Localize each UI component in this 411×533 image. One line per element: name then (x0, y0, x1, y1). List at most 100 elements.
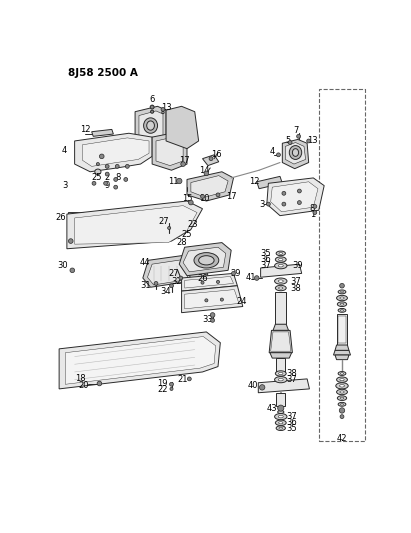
Text: 8J58 2500 A: 8J58 2500 A (68, 68, 138, 78)
Polygon shape (183, 247, 226, 272)
Polygon shape (335, 345, 349, 350)
Ellipse shape (147, 121, 155, 130)
Text: 5: 5 (285, 136, 291, 146)
Polygon shape (185, 277, 233, 288)
Ellipse shape (168, 227, 171, 230)
Text: 12: 12 (80, 125, 91, 134)
Ellipse shape (278, 405, 284, 411)
Text: 7: 7 (293, 126, 299, 135)
Text: 42: 42 (337, 434, 347, 443)
Ellipse shape (307, 139, 311, 143)
Ellipse shape (170, 382, 173, 386)
Text: 11: 11 (168, 176, 178, 185)
Text: 25: 25 (182, 230, 192, 239)
Text: 37: 37 (286, 375, 297, 384)
Text: 8: 8 (310, 204, 315, 213)
Text: 29: 29 (231, 269, 241, 278)
Text: 38: 38 (290, 284, 301, 293)
Polygon shape (67, 201, 203, 249)
Text: 35: 35 (261, 249, 271, 258)
Ellipse shape (125, 165, 129, 168)
Polygon shape (71, 215, 82, 222)
Ellipse shape (92, 181, 96, 185)
Ellipse shape (338, 309, 346, 312)
Text: 33: 33 (203, 315, 213, 324)
Text: 15: 15 (182, 194, 192, 203)
Polygon shape (166, 106, 199, 149)
Ellipse shape (95, 169, 101, 174)
Text: 19: 19 (157, 379, 167, 388)
Ellipse shape (150, 105, 154, 109)
Ellipse shape (282, 191, 286, 195)
Text: 25: 25 (91, 173, 102, 182)
Polygon shape (135, 106, 166, 149)
Ellipse shape (114, 185, 118, 189)
Ellipse shape (340, 373, 344, 374)
Polygon shape (187, 172, 233, 201)
Ellipse shape (181, 161, 185, 166)
Text: 16: 16 (211, 150, 222, 158)
Polygon shape (82, 138, 149, 166)
Text: 13: 13 (307, 136, 318, 144)
Ellipse shape (199, 256, 214, 265)
Ellipse shape (338, 372, 346, 375)
Ellipse shape (194, 253, 219, 268)
Bar (319, 88, 365, 441)
Ellipse shape (68, 239, 73, 244)
Text: 22: 22 (157, 385, 167, 394)
Ellipse shape (275, 377, 287, 383)
Ellipse shape (275, 420, 286, 425)
Text: 1: 1 (310, 209, 315, 219)
Ellipse shape (275, 414, 287, 419)
Text: 37: 37 (290, 277, 301, 286)
Text: 12: 12 (249, 176, 260, 185)
Ellipse shape (277, 153, 280, 157)
Polygon shape (185, 289, 239, 309)
Ellipse shape (201, 195, 204, 198)
Ellipse shape (275, 371, 286, 376)
Text: 23: 23 (188, 220, 199, 229)
Ellipse shape (217, 280, 219, 284)
Ellipse shape (97, 381, 102, 386)
Text: 37: 37 (286, 412, 297, 421)
Ellipse shape (337, 295, 347, 301)
Ellipse shape (278, 410, 284, 414)
Polygon shape (182, 273, 238, 291)
Ellipse shape (259, 385, 265, 390)
Polygon shape (285, 142, 305, 164)
Ellipse shape (275, 257, 286, 262)
Ellipse shape (220, 298, 224, 301)
Text: 26: 26 (55, 213, 66, 222)
Ellipse shape (254, 276, 259, 280)
Ellipse shape (288, 141, 292, 144)
Ellipse shape (177, 179, 182, 184)
Ellipse shape (231, 271, 236, 276)
Ellipse shape (204, 171, 209, 175)
Ellipse shape (340, 397, 344, 399)
Ellipse shape (105, 165, 109, 168)
Text: 6: 6 (150, 95, 155, 104)
Ellipse shape (279, 287, 283, 289)
Ellipse shape (279, 373, 283, 375)
Ellipse shape (99, 154, 104, 159)
Ellipse shape (278, 378, 283, 381)
Polygon shape (335, 355, 349, 360)
Text: 20: 20 (79, 381, 89, 390)
Ellipse shape (339, 284, 344, 288)
Text: 13: 13 (161, 103, 171, 112)
Ellipse shape (340, 403, 344, 405)
Polygon shape (269, 330, 292, 353)
Ellipse shape (339, 385, 344, 387)
Ellipse shape (276, 251, 285, 256)
Text: 10: 10 (199, 194, 209, 203)
Polygon shape (338, 316, 346, 343)
Ellipse shape (276, 426, 285, 431)
Polygon shape (267, 178, 324, 216)
Ellipse shape (161, 108, 165, 111)
Ellipse shape (289, 146, 302, 159)
Ellipse shape (340, 391, 344, 393)
Ellipse shape (340, 297, 344, 299)
Ellipse shape (298, 200, 301, 205)
Polygon shape (68, 213, 85, 224)
Ellipse shape (266, 202, 270, 206)
